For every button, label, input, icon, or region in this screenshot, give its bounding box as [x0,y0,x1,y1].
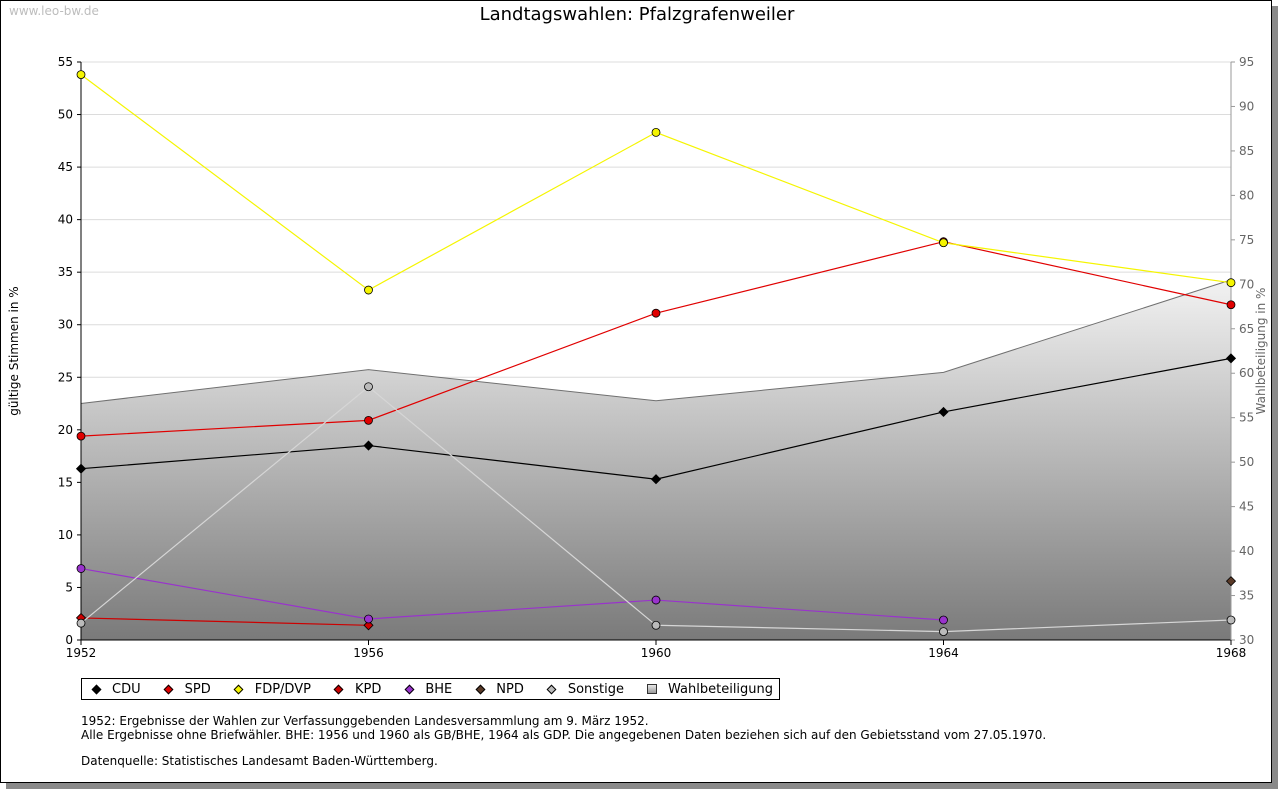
marker-spd-1960 [651,308,661,318]
marker-bhe-1960 [651,595,661,605]
marker-sonstige-1964 [939,627,948,636]
chart-title: Landtagswahlen: Pfalzgrafenweiler [479,4,795,25]
legend-label-fdp-dvp: FDP/DVP [254,681,311,697]
marker-sonstige-1952 [76,618,86,628]
legend-item-cdu: CDU [90,682,141,697]
marker-fdp-dvp-1964 [939,238,948,248]
legend-label-spd: SPD [184,681,211,697]
legend-swatch-npd [474,683,486,695]
series-marker-layer [75,70,1237,636]
marker-fdp-dvp-1960 [651,128,661,137]
turnout-line [80,279,1232,404]
y-tick-label-45: 45 [58,160,73,174]
data-source: Datenquelle: Statistisches Landesamt Bad… [81,754,438,768]
series-line-kpd [80,617,369,626]
y2-tick-label-55: 55 [1239,411,1254,425]
marker-sonstige-1968 [1226,615,1236,625]
marker-fdp-dvp-1968 [1226,278,1236,288]
legend-item-fdp-dvp: FDP/DVP [233,682,311,697]
axis-layer: 0 5 10 15 20 25 30 35 40 45 50 55 30 35 40 45 50 55 60 65 70… [58,55,1255,660]
legend-item-kpd: KPD [333,682,381,697]
marker-bhe-1952 [76,564,86,573]
legend-swatch-kpd [333,683,345,695]
legend-label-wahlbeteiligung: Wahlbeteiligung [668,681,774,697]
notes: 1952: Ergebnisse der Wahlen zur Verfassu… [81,714,1046,768]
y-tick-label-30: 30 [58,318,73,332]
legend-swatch-wahlbeteiligung [646,683,658,695]
legend-label-sonstige: Sonstige [567,681,625,697]
y2-tick-label-65: 65 [1239,322,1254,336]
marker-cdu-1964 [938,406,949,418]
y2-tick-label-85: 85 [1239,144,1254,158]
watermark: www.leo-bw.de [9,4,99,18]
legend-swatch-bhe [403,683,415,695]
y2-tick-label-60: 60 [1239,366,1254,380]
y-tick-label-20: 20 [58,423,73,437]
legend-swatch-fdp-dvp [233,683,245,695]
legend-label-bhe: BHE [425,681,453,697]
y2-tick-label-45: 45 [1239,500,1254,514]
legend-item-wahlbeteiligung: Wahlbeteiligung [646,682,773,697]
marker-fdp-dvp-1952 [76,70,86,80]
marker-npd-1968 [1225,576,1237,587]
marker-fdp-dvp-1956 [364,285,373,295]
legend-item-sonstige: Sonstige [546,682,624,697]
legend-item-npd: NPD [474,682,524,697]
turnout-area [81,279,1231,640]
y-tick-label-10: 10 [58,528,73,542]
y2-axis-label: Wahlbeteiligung in % [1254,288,1268,415]
marker-cdu-1968 [1225,353,1237,364]
legend-swatch-spd [163,683,175,695]
y2-tick-label-75: 75 [1239,233,1254,247]
marker-kpd-1956 [363,620,374,631]
y-tick-label-50: 50 [58,108,73,122]
y2-tick-label-30: 30 [1239,633,1254,647]
x-tick-label-1960: 1960 [641,646,672,660]
y-tick-label-0: 0 [65,633,73,647]
marker-cdu-1960 [650,474,662,485]
marker-spd-1956 [364,415,373,425]
x-tick-label-1968: 1968 [1216,646,1247,660]
y-tick-label-25: 25 [58,370,73,384]
legend-swatch-cdu [90,683,102,695]
y2-tick-label-90: 90 [1239,99,1254,113]
y2-tick-label-35: 35 [1239,589,1254,603]
chart-plot: 0 5 10 15 20 25 30 35 40 45 50 55 30 35 40 45 50 55 60 65 70… [7,55,1268,660]
series-line-fdp-dvp [80,74,1232,291]
turnout-area-layer [80,279,1232,640]
marker-sonstige-1960 [651,620,661,630]
legend-label-npd: NPD [496,681,524,697]
y2-tick-label-80: 80 [1239,188,1254,202]
y2-tick-label-40: 40 [1239,544,1254,558]
y-axis-label: gültige Stimmen in % [7,286,21,415]
legend-label-kpd: KPD [354,681,382,697]
marker-cdu-1956 [363,440,374,451]
x-tick-label-1956: 1956 [353,646,384,660]
x-tick-label-1952: 1952 [66,646,97,660]
y-tick-label-5: 5 [65,580,73,594]
series-line-bhe [80,567,944,621]
y2-tick-label-70: 70 [1239,277,1254,291]
marker-sonstige-1956 [364,382,373,392]
y2-tick-label-95: 95 [1239,55,1254,69]
y-tick-label-55: 55 [58,55,73,69]
y-tick-label-40: 40 [58,213,73,227]
y-tick-label-15: 15 [58,475,73,489]
note-line-1: 1952: Ergebnisse der Wahlen zur Verfassu… [81,714,649,728]
y2-tick-label-50: 50 [1239,455,1254,469]
marker-bhe-1964 [939,615,948,625]
y-tick-label-35: 35 [58,265,73,279]
legend-item-spd: SPD [163,682,211,697]
x-tick-label-1964: 1964 [928,646,959,660]
marker-spd-1952 [76,431,86,441]
legend-label-cdu: CDU [112,681,141,697]
legend: CDU SPD FDP/DVP KPD BHE NPD Sonstige Wahlbeteil… [81,678,781,700]
marker-cdu-1952 [75,463,87,474]
legend-item-bhe: BHE [403,682,452,697]
note-line-2: Alle Ergebnisse ohne Briefwähler. BHE: 1… [81,728,1047,742]
marker-spd-1968 [1226,300,1236,310]
legend-swatch-sonstige [546,683,558,695]
marker-bhe-1956 [364,614,373,624]
